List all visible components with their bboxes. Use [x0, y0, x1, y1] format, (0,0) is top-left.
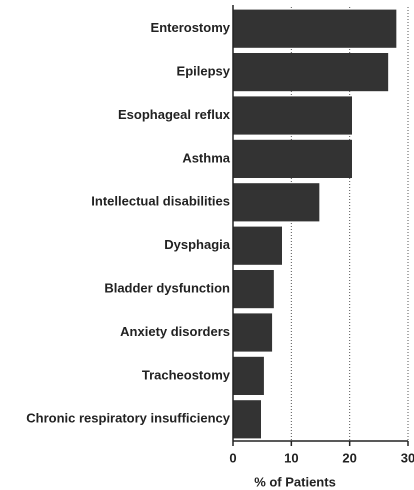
bar [233, 53, 389, 92]
bar [233, 96, 352, 135]
y-tick-label: Asthma [182, 150, 230, 165]
y-tick-label: Bladder dysfunction [104, 281, 230, 296]
bar [233, 270, 274, 309]
bar [233, 226, 282, 265]
y-tick-label: Dysphagia [164, 237, 231, 252]
bar [233, 139, 352, 178]
bar [233, 9, 397, 48]
y-tick-label: Enterostomy [151, 20, 231, 35]
y-tick-label: Chronic respiratory insufficiency [26, 411, 230, 426]
x-tick-label: 20 [342, 450, 356, 465]
y-tick-label: Anxiety disorders [120, 324, 230, 339]
y-tick-label: Intellectual disabilities [91, 194, 230, 209]
x-tick-label: 10 [284, 450, 298, 465]
y-tick-label: Epilepsy [177, 64, 231, 79]
x-tick-label: 0 [229, 450, 236, 465]
bar [233, 183, 320, 222]
bar [233, 356, 264, 395]
x-axis-label: % of Patients [254, 474, 336, 489]
bar [233, 313, 273, 352]
x-tick-label: 30 [401, 450, 414, 465]
y-tick-label: Esophageal reflux [118, 107, 231, 122]
bar [233, 400, 261, 439]
y-tick-label: Tracheostomy [142, 367, 231, 382]
